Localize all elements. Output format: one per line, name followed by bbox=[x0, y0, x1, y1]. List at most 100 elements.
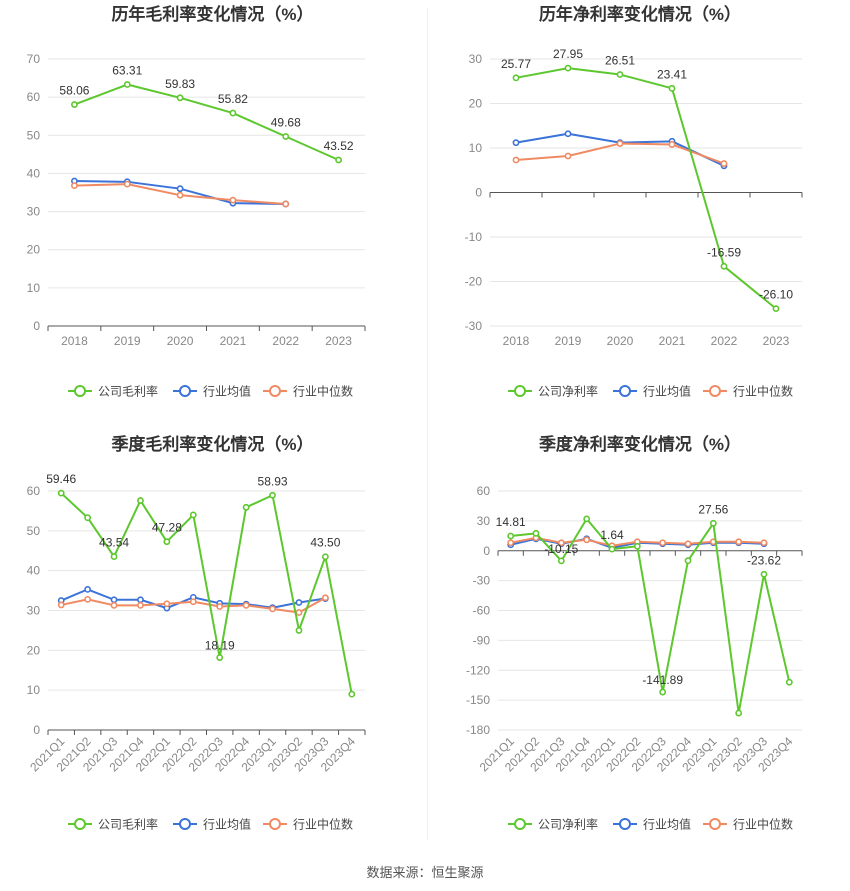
y-tick-label: -10 bbox=[465, 230, 483, 244]
data-point bbox=[668, 141, 676, 148]
series-line bbox=[74, 83, 339, 161]
data-point bbox=[295, 609, 303, 616]
data-point bbox=[735, 538, 743, 546]
legend-swatch-marker bbox=[74, 385, 86, 397]
data-point bbox=[684, 540, 692, 548]
y-tick-label: 0 bbox=[33, 723, 40, 737]
data-label: 58.06 bbox=[59, 84, 89, 98]
data-label: 43.50 bbox=[310, 536, 340, 550]
legend-label: 行业中位数 bbox=[293, 817, 353, 832]
legend-item: 行业均值 bbox=[613, 384, 691, 399]
data-point bbox=[282, 133, 290, 140]
data-point bbox=[684, 557, 692, 565]
legend-item: 行业中位数 bbox=[263, 384, 353, 399]
data-point bbox=[668, 84, 676, 92]
data-point bbox=[583, 515, 591, 523]
legend-label: 行业中位数 bbox=[733, 384, 793, 399]
data-point bbox=[532, 529, 540, 537]
data-label: 1.64 bbox=[600, 528, 624, 542]
x-tick-label: 2020 bbox=[607, 334, 634, 348]
data-point bbox=[772, 305, 780, 313]
data-point bbox=[321, 553, 329, 561]
data-point bbox=[229, 196, 237, 204]
series-line bbox=[515, 67, 777, 310]
data-point bbox=[720, 160, 728, 167]
y-tick-label: -60 bbox=[473, 604, 491, 618]
data-point bbox=[709, 519, 717, 527]
series-line bbox=[510, 517, 791, 715]
y-tick-label: 20 bbox=[27, 243, 41, 257]
data-label: 63.31 bbox=[112, 64, 142, 78]
y-tick-label: 0 bbox=[33, 319, 40, 333]
legend-item: 行业均值 bbox=[173, 384, 251, 399]
x-tick-label: 2022 bbox=[711, 334, 738, 348]
data-source-note: 数据来源：恒生聚源 bbox=[366, 865, 484, 880]
chart-title: 历年毛利率变化情况（%） bbox=[111, 4, 313, 24]
legend-item: 行业均值 bbox=[613, 817, 691, 832]
data-point bbox=[84, 595, 92, 603]
data-point bbox=[84, 585, 92, 593]
data-point bbox=[507, 539, 515, 547]
legend-item: 公司净利率 bbox=[508, 384, 598, 399]
x-tick-label: 2023 bbox=[763, 334, 790, 348]
data-label: -10.15 bbox=[544, 542, 578, 556]
data-point bbox=[137, 596, 144, 604]
data-label: 43.54 bbox=[99, 536, 129, 550]
data-point bbox=[71, 182, 78, 190]
data-point bbox=[163, 538, 171, 546]
data-point bbox=[512, 139, 520, 147]
data-point bbox=[564, 64, 572, 72]
data-label: 14.81 bbox=[496, 515, 526, 529]
legend-item: 行业中位数 bbox=[703, 384, 793, 399]
data-label: 27.95 bbox=[553, 47, 583, 61]
chart-title: 季度毛利率变化情况（%） bbox=[111, 434, 313, 454]
legend-label: 行业中位数 bbox=[293, 384, 353, 399]
legend-swatch-marker bbox=[269, 385, 281, 397]
y-tick-label: -20 bbox=[465, 275, 483, 289]
legend-item: 行业均值 bbox=[173, 817, 251, 832]
data-point bbox=[633, 542, 641, 550]
data-point bbox=[557, 557, 565, 565]
legend-item: 行业中位数 bbox=[703, 817, 793, 832]
legend-swatch-marker bbox=[179, 818, 191, 830]
data-point bbox=[57, 601, 65, 609]
y-tick-label: 50 bbox=[27, 128, 41, 142]
data-point bbox=[564, 152, 572, 160]
data-point bbox=[720, 262, 728, 270]
legend-label: 行业均值 bbox=[643, 384, 691, 399]
data-label: 47.28 bbox=[152, 521, 182, 535]
x-tick-label: 2018 bbox=[61, 334, 88, 348]
legend-label: 公司净利率 bbox=[538, 817, 598, 832]
data-point bbox=[282, 200, 290, 208]
legend-label: 公司毛利率 bbox=[98, 817, 158, 832]
data-point bbox=[564, 130, 572, 138]
y-tick-label: 30 bbox=[27, 604, 41, 618]
data-point bbox=[583, 536, 591, 544]
chart-title: 历年净利率变化情况（%） bbox=[539, 4, 741, 24]
legend-label: 行业均值 bbox=[643, 817, 691, 832]
data-label: -26.10 bbox=[759, 288, 793, 302]
y-tick-label: 40 bbox=[27, 564, 41, 578]
data-point bbox=[512, 156, 520, 164]
y-tick-label: 10 bbox=[27, 281, 41, 295]
x-tick-label: 2022 bbox=[272, 334, 299, 348]
legend-label: 行业均值 bbox=[203, 817, 251, 832]
legend-swatch-marker bbox=[269, 818, 281, 830]
data-point bbox=[216, 603, 224, 610]
quarterly-gross-margin-chart: 季度毛利率变化情况（%） 0 10 20 30 40 50 60 2021Q1 2021Q2 202… bbox=[0, 430, 425, 850]
chart-svg: 季度净利率变化情况（%）-180-150-120-90-60-300306020… bbox=[466, 434, 803, 832]
data-label: 59.83 bbox=[165, 77, 195, 91]
legend-label: 行业均值 bbox=[203, 384, 251, 399]
data-point bbox=[176, 191, 184, 199]
y-tick-label: 10 bbox=[469, 141, 483, 155]
data-label: 27.56 bbox=[698, 502, 728, 516]
y-tick-label: -30 bbox=[465, 319, 483, 333]
data-point bbox=[176, 94, 184, 102]
legend-item: 公司净利率 bbox=[508, 817, 598, 832]
legend-label: 行业中位数 bbox=[733, 817, 793, 832]
data-point bbox=[507, 532, 515, 540]
x-tick-label: 2020 bbox=[167, 334, 194, 348]
data-point bbox=[269, 605, 276, 613]
data-label: 23.41 bbox=[657, 67, 687, 81]
y-tick-label: 0 bbox=[475, 186, 482, 200]
